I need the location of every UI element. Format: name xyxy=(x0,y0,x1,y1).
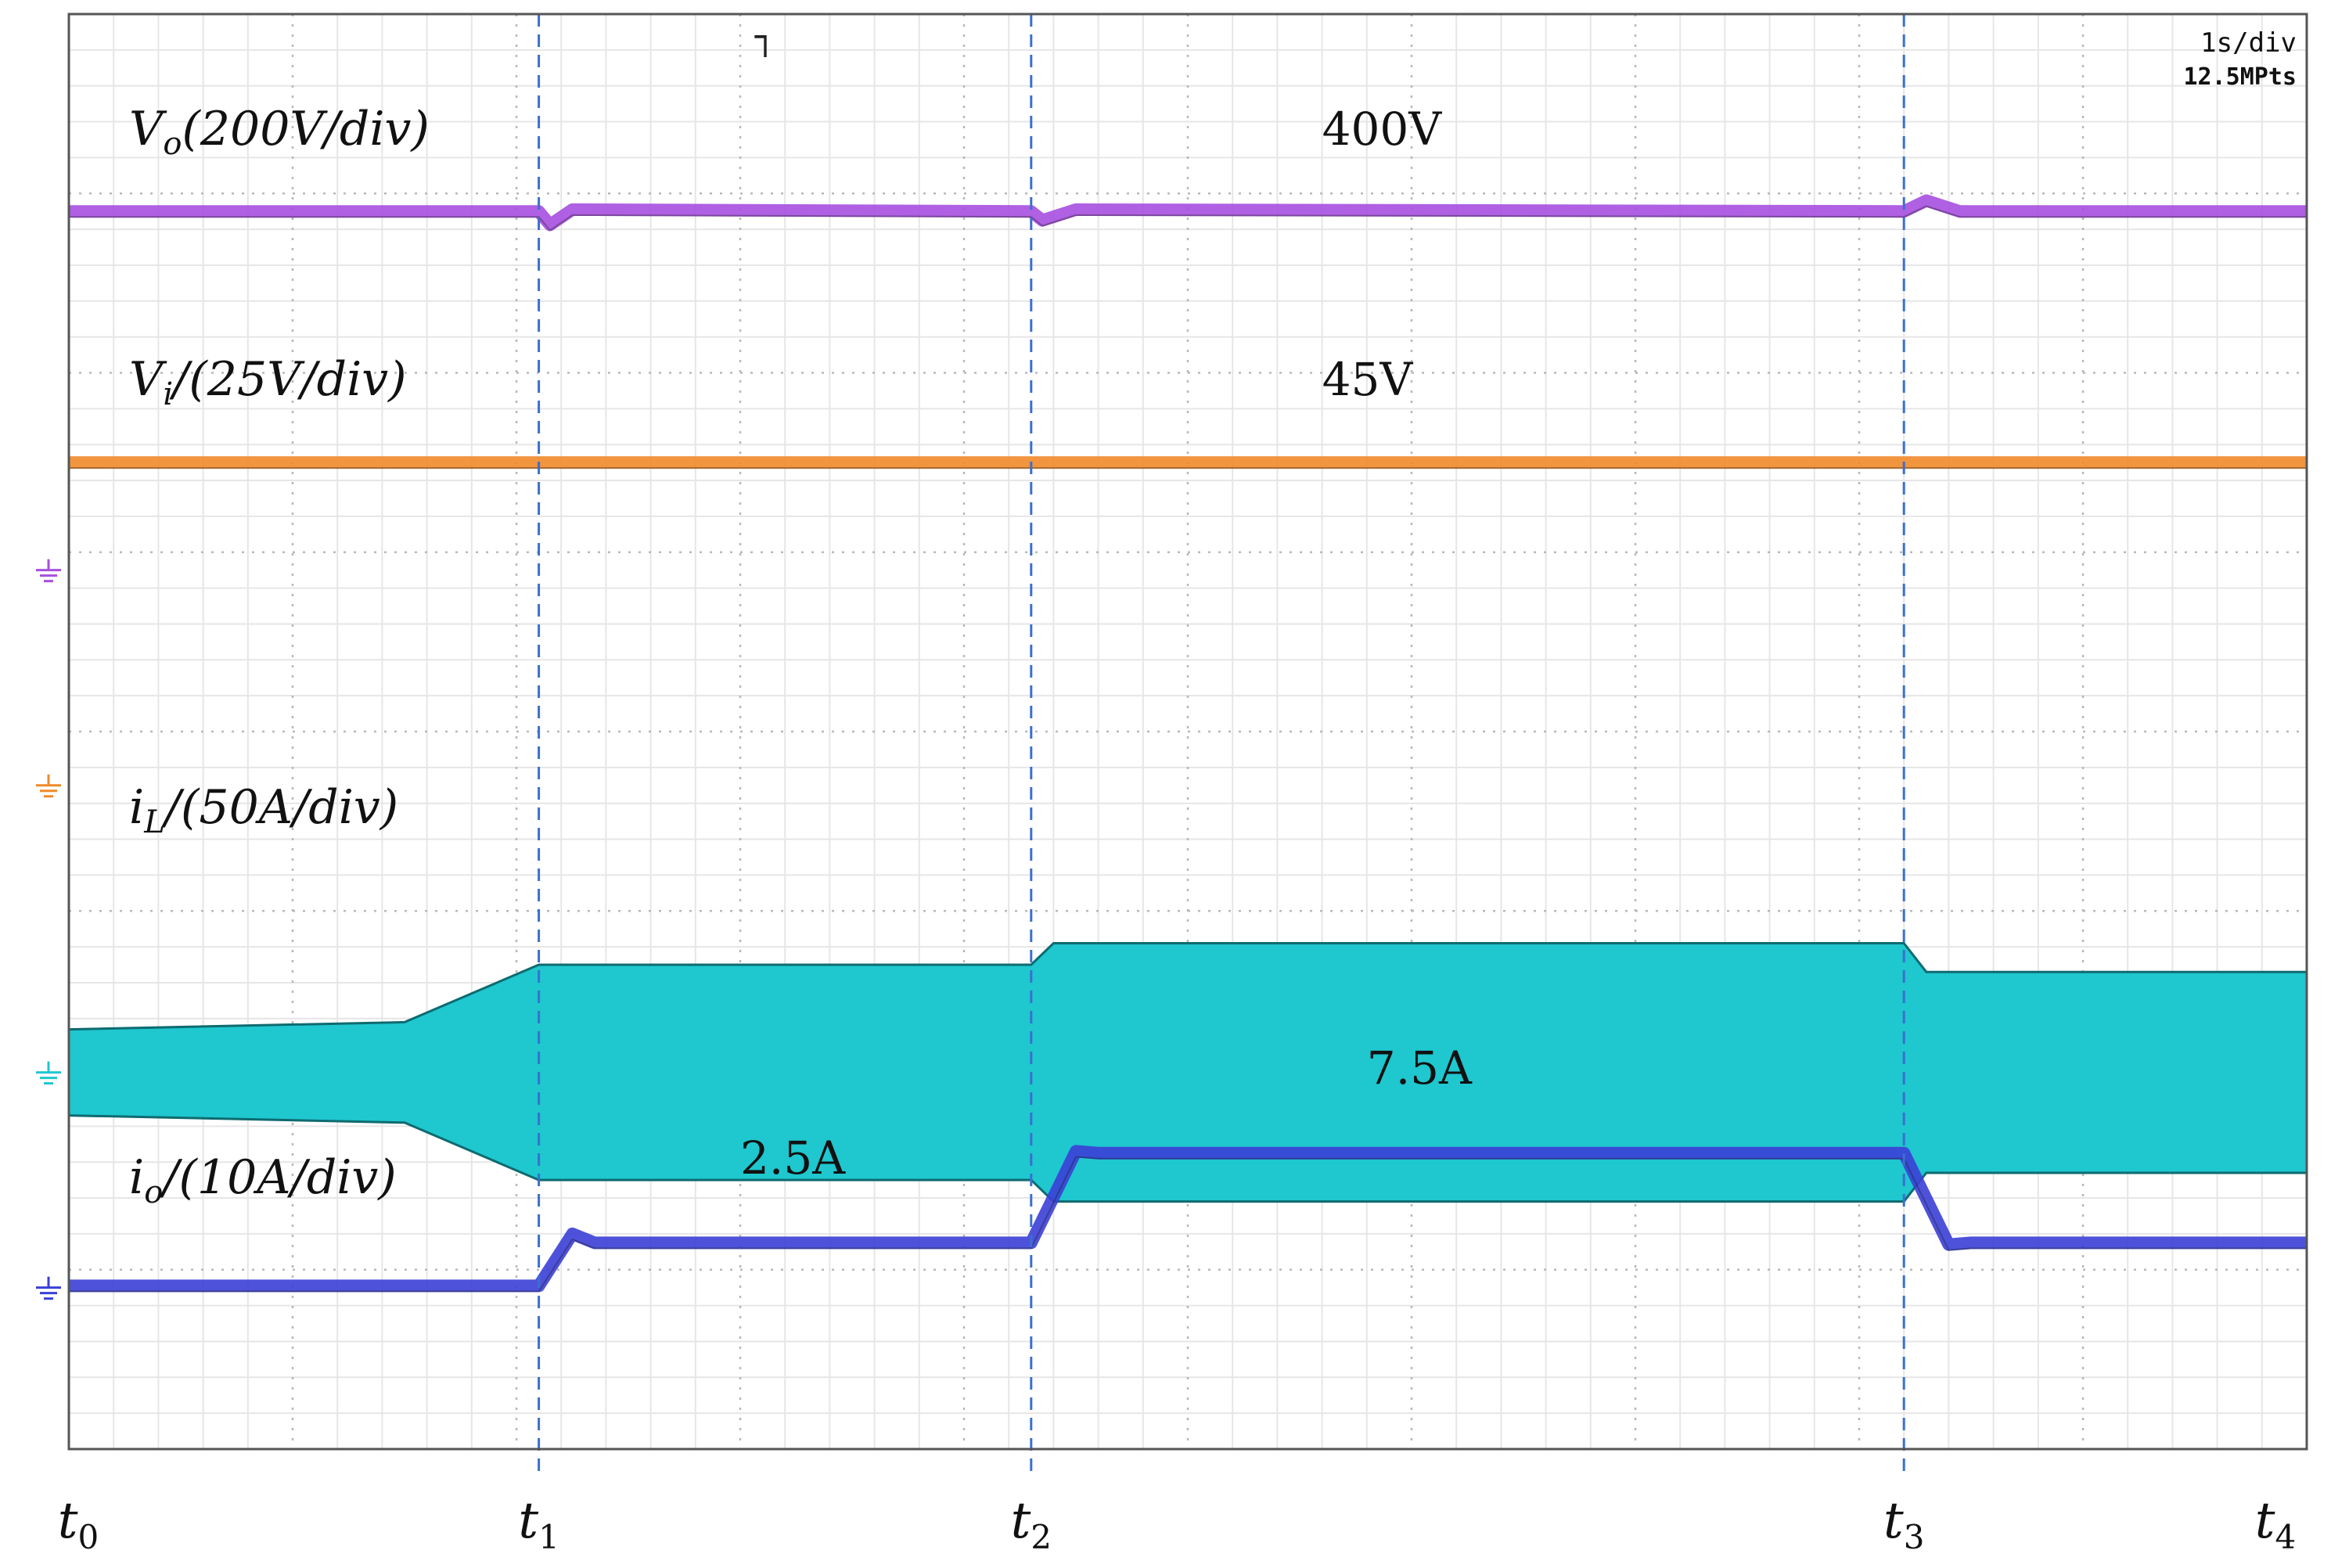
vi-annotation: 45V xyxy=(1322,353,1414,406)
il-label: iL/(50A/div) xyxy=(129,780,398,840)
vo-trace-edge xyxy=(69,205,2307,232)
time-label-t3: t3 xyxy=(1883,1492,1924,1556)
minor-grid xyxy=(69,14,2307,1449)
vi-label: Vi/(25V/div) xyxy=(129,352,407,412)
io-ground-icon xyxy=(36,1276,61,1300)
time-label-t0: t0 xyxy=(58,1492,99,1556)
io-annotation: 7.5A xyxy=(1367,1041,1473,1095)
vo-annotation: 400V xyxy=(1322,102,1443,156)
time-axis-labels: t0 t1 t2 t3 t4 xyxy=(58,1492,2296,1556)
plot-frame xyxy=(67,13,2308,1451)
time-label-t2: t2 xyxy=(1011,1492,1052,1556)
time-label-t1: t1 xyxy=(518,1492,559,1556)
ground-markers xyxy=(36,559,61,1300)
vi-ground-icon xyxy=(36,774,61,798)
il-ground-icon xyxy=(36,1061,61,1085)
vo-trace xyxy=(69,194,2307,232)
trigger-marker-icon: ┐ xyxy=(754,17,776,57)
io-label: io/(10A/div) xyxy=(129,1150,397,1210)
time-label-t4: t4 xyxy=(2255,1492,2296,1556)
io-trace-edge xyxy=(69,1156,2307,1293)
io-annotation: 2.5A xyxy=(740,1131,846,1185)
vo-label: Vo(200V/div) xyxy=(129,102,430,162)
io-trace xyxy=(69,1145,2307,1293)
vo-ground-icon xyxy=(36,559,61,583)
trace-labels: Vo(200V/div) 400V Vi/(25V/div) 45V iL/(50A/d… xyxy=(129,102,1473,1210)
record-length-readout: 12.5MPts xyxy=(2184,63,2297,91)
timebase-readout: 1s/div xyxy=(2200,27,2297,59)
